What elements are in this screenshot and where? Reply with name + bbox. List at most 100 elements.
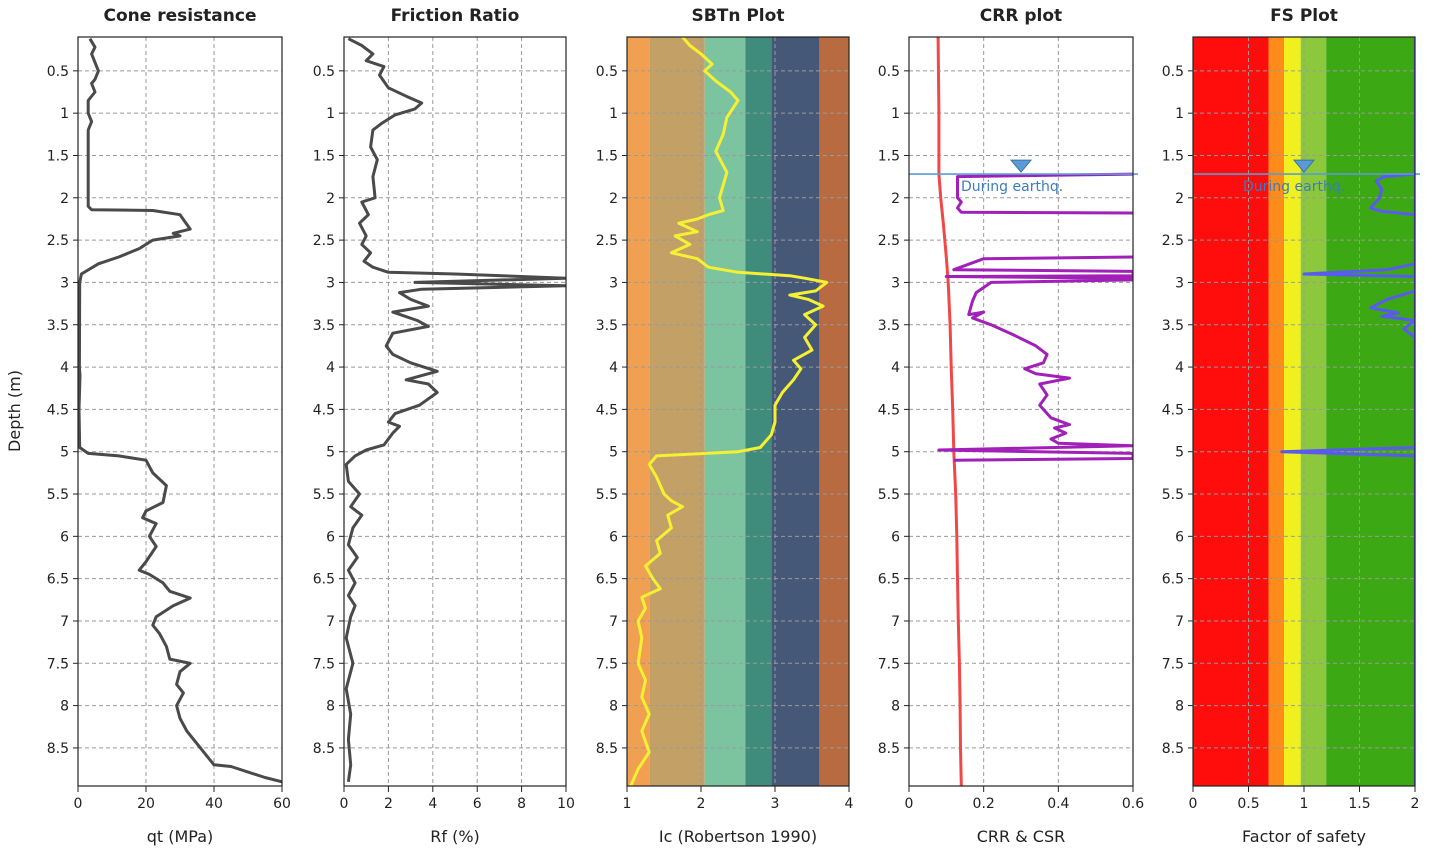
series-line-1	[1302, 262, 1415, 278]
y-tick-label: 3	[891, 275, 900, 291]
plot-background	[909, 37, 1133, 786]
y-tick-label: 8	[891, 699, 900, 715]
x-tick-label: 3	[771, 796, 780, 812]
y-tick-label: 7	[609, 614, 618, 630]
x-tick-label: 20	[137, 796, 155, 812]
plots-group: Cone resistance 0.5 1 1.5 2 2.5 3 3.5 4 4.5 5 5.5 6 6…	[47, 6, 1420, 846]
x-tick-label: 8	[517, 796, 526, 812]
data-layer	[936, 37, 1133, 786]
x-tick-label: 0.4	[1047, 796, 1069, 812]
y-tick-label: 8	[60, 699, 69, 715]
x-tick-label: 2	[1411, 796, 1420, 812]
y-tick-label: 2.5	[1162, 233, 1184, 249]
y-tick-label: 6	[326, 529, 335, 545]
y-tick-label: 3.5	[1162, 318, 1184, 334]
series-line-2	[1369, 289, 1415, 339]
y-tick-label: 7	[60, 614, 69, 630]
x-tick-label: 1.5	[1348, 796, 1370, 812]
series-line-1	[956, 172, 1133, 215]
x-tick-label: 1	[623, 796, 632, 812]
y-tick-label: 5	[326, 445, 335, 461]
x-tick-label: 40	[205, 796, 223, 812]
y-tick-label: 4.5	[1162, 402, 1184, 418]
y-tick-label: 2	[326, 191, 335, 207]
y-tick-label: 4.5	[596, 402, 618, 418]
y-tick-label: 8.5	[313, 741, 335, 757]
y-tick-label: 3	[1175, 275, 1184, 291]
y-tick-label: 7.5	[596, 656, 618, 672]
water-table-marker	[1292, 159, 1316, 173]
data-layer	[344, 37, 566, 783]
y-tick-label: 2	[891, 191, 900, 207]
y-tick-label: 5.5	[1162, 487, 1184, 503]
y-tick-label: 1	[1175, 106, 1184, 122]
y-tick-label: 5	[1175, 445, 1184, 461]
zone-band-2	[704, 37, 746, 786]
x-axis-label: Rf (%)	[430, 827, 480, 846]
plot-panel-2: SBTn Plot 0.5 1 1.5 2 2.5 3 3.5 4 4.5 5 5.5 6 6.5 7 7.5…	[596, 6, 854, 846]
y-tick-label: 3.5	[47, 318, 69, 334]
y-tick-label: 6	[1175, 529, 1184, 545]
y-tick-label: 5.5	[878, 487, 900, 503]
y-tick-label: 3	[609, 275, 618, 291]
y-tick-label: 5	[609, 445, 618, 461]
x-tick-label: 1	[1300, 796, 1309, 812]
y-tick-label: 6	[60, 529, 69, 545]
plot-frame	[908, 36, 1134, 787]
series-line-0	[78, 37, 282, 784]
y-tick-label: 6.5	[596, 572, 618, 588]
grid-lines	[78, 37, 282, 786]
y-tick-label: 6.5	[313, 572, 335, 588]
zone-band-2	[1284, 37, 1301, 786]
y-axis-label: Depth (m)	[5, 370, 24, 452]
series-line-0	[629, 37, 829, 786]
y-tick-label: 4	[609, 360, 618, 376]
plot-title: SBTn Plot	[692, 6, 785, 26]
plot-panel-0: Cone resistance 0.5 1 1.5 2 2.5 3 3.5 4 4.5 5 5.5 6 6…	[47, 6, 291, 846]
water-table-marker	[1009, 159, 1033, 173]
series-line-0	[1369, 172, 1415, 217]
series-line-3	[1280, 446, 1415, 461]
plot-frame	[626, 36, 850, 787]
y-tick-label: 4	[60, 360, 69, 376]
y-tick-label: 8.5	[1162, 741, 1184, 757]
zone-band-0	[627, 37, 650, 786]
zone-band-4	[1326, 37, 1415, 786]
data-layer	[1280, 37, 1415, 786]
x-axis-label: qt (MPa)	[147, 827, 214, 846]
y-tick-label: 4.5	[878, 402, 900, 418]
plot-title: CRR plot	[980, 6, 1062, 26]
zone-band-1	[649, 37, 705, 786]
zone-band-4	[771, 37, 820, 786]
y-tick-label: 1.5	[47, 148, 69, 164]
y-tick-label: 4	[1175, 360, 1184, 376]
zone-band-1	[1268, 37, 1285, 786]
grid-lines	[1193, 37, 1415, 786]
x-axis-label: Factor of safety	[1242, 827, 1366, 846]
y-tick-label: 1	[326, 106, 335, 122]
plot-frame	[343, 36, 567, 787]
series-line-0	[936, 37, 963, 786]
y-tick-label: 7.5	[313, 656, 335, 672]
data-layer	[629, 37, 829, 786]
plot-title: Cone resistance	[104, 6, 257, 26]
zone-band-3	[745, 37, 772, 786]
y-tick-label: 0.5	[313, 64, 335, 80]
y-tick-label: 8.5	[596, 741, 618, 757]
y-tick-label: 7.5	[878, 656, 900, 672]
y-tick-label: 2.5	[878, 233, 900, 249]
y-tick-label: 3.5	[878, 318, 900, 334]
y-tick-label: 6.5	[1162, 572, 1184, 588]
plot-panel-4: During earthq. FS Plot 0.5 1 1.5 2 2.5 3 3.5 4 4.5…	[1162, 6, 1420, 846]
y-tick-label: 6.5	[878, 572, 900, 588]
y-tick-label: 6	[891, 529, 900, 545]
zone-band-0	[1193, 37, 1269, 786]
y-tick-label: 8	[609, 699, 618, 715]
x-tick-label: 60	[273, 796, 291, 812]
x-tick-label: 0	[1189, 796, 1198, 812]
y-tick-label: 6	[609, 529, 618, 545]
x-tick-label: 4	[845, 796, 854, 812]
x-tick-label: 0	[905, 796, 914, 812]
series-line-0	[344, 37, 566, 783]
y-tick-label: 2	[609, 191, 618, 207]
